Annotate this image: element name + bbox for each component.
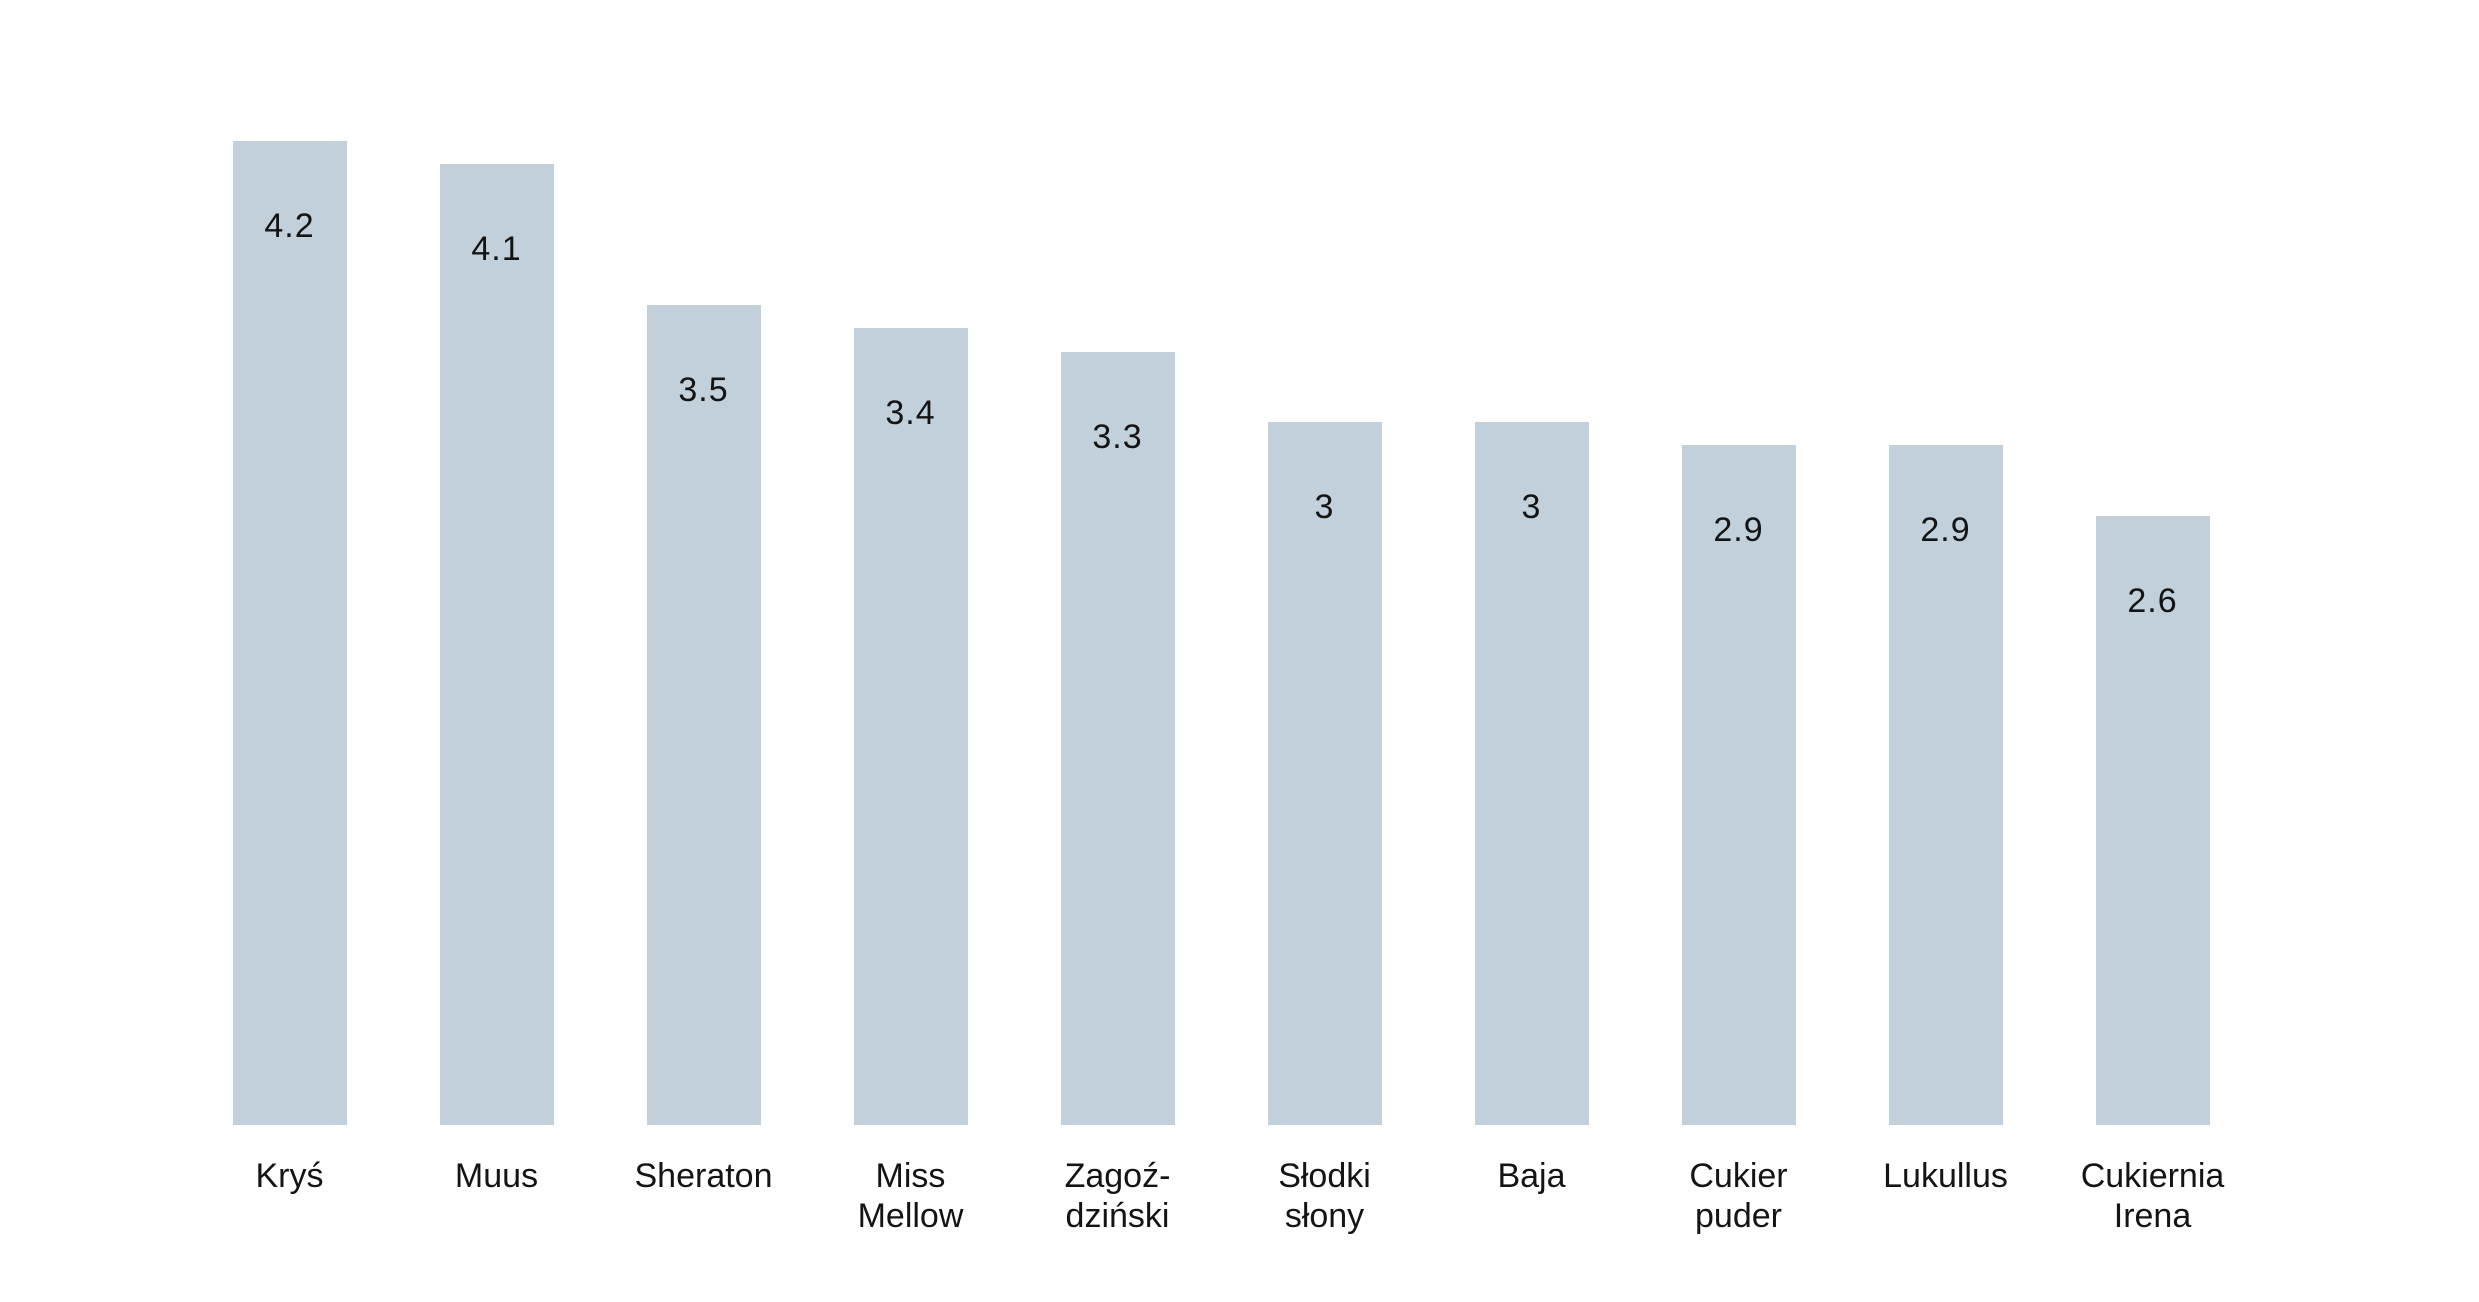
bar: 4.1 bbox=[439, 164, 554, 1125]
category-label: Muus bbox=[454, 1157, 539, 1195]
bar-area: 2.9 bbox=[1635, 0, 1842, 1125]
category-label-area: Miss Mellow bbox=[807, 1125, 1014, 1302]
category-label-area: Zagoź- dziński bbox=[1014, 1125, 1221, 1302]
category-label: Zagoź- dziński bbox=[1064, 1157, 1171, 1236]
category-label-area: Kryś bbox=[186, 1125, 393, 1302]
bar-value-label: 2.9 bbox=[1713, 511, 1764, 549]
bar: 2.6 bbox=[2095, 516, 2210, 1125]
bar-area: 3 bbox=[1428, 0, 1635, 1125]
bar: 3.5 bbox=[646, 305, 761, 1125]
bar: 2.9 bbox=[1681, 445, 1796, 1125]
category-label: Miss Mellow bbox=[857, 1157, 964, 1236]
bar-area: 3.5 bbox=[600, 0, 807, 1125]
bar-value-label: 3.4 bbox=[885, 394, 936, 432]
category-label: Lukullus bbox=[1883, 1157, 2008, 1195]
bar-chart: 4.2 Kryś 4.1 Muus 3.5 Sheraton 3.4 Miss Mellow 3… bbox=[186, 0, 2256, 1302]
bar: 3.3 bbox=[1060, 352, 1175, 1125]
category-label: Kryś bbox=[255, 1157, 324, 1195]
category-label: Baja bbox=[1497, 1157, 1566, 1195]
bar-group: 4.2 Kryś bbox=[186, 0, 393, 1302]
bar-area: 2.6 bbox=[2049, 0, 2256, 1125]
bar-value-label: 4.2 bbox=[264, 207, 315, 245]
bar: 3 bbox=[1474, 422, 1589, 1125]
category-label-area: Słodki słony bbox=[1221, 1125, 1428, 1302]
bar-group: 3.5 Sheraton bbox=[600, 0, 807, 1302]
bar-value-label: 2.6 bbox=[2127, 582, 2178, 620]
bar-group: 3.4 Miss Mellow bbox=[807, 0, 1014, 1302]
category-label-area: Sheraton bbox=[600, 1125, 807, 1302]
bar-area: 3.4 bbox=[807, 0, 1014, 1125]
category-label-area: Cukiernia Irena bbox=[2049, 1125, 2256, 1302]
bar: 2.9 bbox=[1888, 445, 2003, 1125]
bar-area: 4.2 bbox=[186, 0, 393, 1125]
bar-value-label: 3.5 bbox=[678, 371, 729, 409]
category-label-area: Cukier puder bbox=[1635, 1125, 1842, 1302]
category-label: Cukiernia Irena bbox=[2080, 1157, 2225, 1236]
bar-area: 3.3 bbox=[1014, 0, 1221, 1125]
bar-area: 3 bbox=[1221, 0, 1428, 1125]
bar: 3.4 bbox=[853, 328, 968, 1125]
category-label-area: Lukullus bbox=[1842, 1125, 2049, 1302]
bar-value-label: 3 bbox=[1314, 488, 1335, 526]
bar-group: 2.9 Lukullus bbox=[1842, 0, 2049, 1302]
bar-value-label: 2.9 bbox=[1920, 511, 1971, 549]
bar: 3 bbox=[1267, 422, 1382, 1125]
category-label-area: Muus bbox=[393, 1125, 600, 1302]
bar-group: 4.1 Muus bbox=[393, 0, 600, 1302]
bar-value-label: 3 bbox=[1521, 488, 1542, 526]
bar-group: 2.9 Cukier puder bbox=[1635, 0, 1842, 1302]
category-label-area: Baja bbox=[1428, 1125, 1635, 1302]
bar-group: 3 Baja bbox=[1428, 0, 1635, 1302]
category-label: Sheraton bbox=[634, 1157, 773, 1195]
bar: 4.2 bbox=[232, 141, 347, 1125]
bar-group: 3 Słodki słony bbox=[1221, 0, 1428, 1302]
bar-value-label: 4.1 bbox=[471, 230, 522, 268]
bar-value-label: 3.3 bbox=[1092, 418, 1143, 456]
category-label: Cukier puder bbox=[1689, 1157, 1788, 1236]
bar-area: 2.9 bbox=[1842, 0, 2049, 1125]
bar-group: 2.6 Cukiernia Irena bbox=[2049, 0, 2256, 1302]
bar-group: 3.3 Zagoź- dziński bbox=[1014, 0, 1221, 1302]
bar-area: 4.1 bbox=[393, 0, 600, 1125]
category-label: Słodki słony bbox=[1278, 1157, 1371, 1236]
